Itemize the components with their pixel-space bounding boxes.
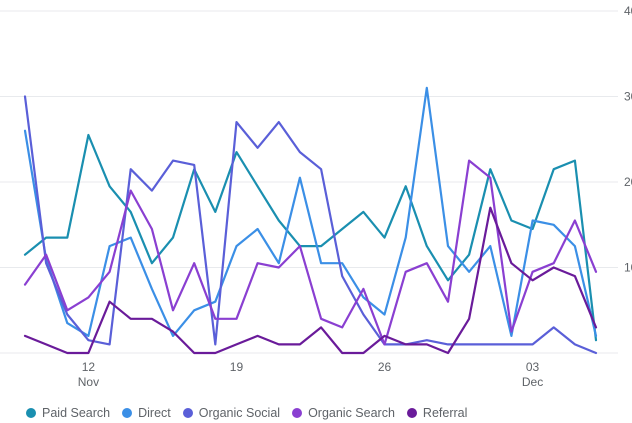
y-tick-label: 40 bbox=[624, 4, 632, 18]
series-line-referral bbox=[23, 206, 598, 355]
series-line-direct bbox=[23, 86, 598, 337]
gridlines bbox=[0, 10, 618, 354]
legend-item[interactable]: Organic Search bbox=[292, 406, 395, 420]
legend-label: Direct bbox=[138, 406, 171, 420]
x-tick-label: 19 bbox=[230, 360, 244, 374]
legend-item[interactable]: Organic Social bbox=[182, 406, 281, 420]
legend-label: Referral bbox=[422, 406, 468, 420]
y-tick-label: 10 bbox=[624, 261, 632, 275]
x-tick-month-label: Nov bbox=[78, 375, 99, 389]
series-lines bbox=[23, 86, 598, 355]
legend-label: Paid Search bbox=[42, 406, 111, 420]
x-tick-label: 26 bbox=[378, 360, 392, 374]
legend-item[interactable]: Paid Search bbox=[26, 406, 110, 420]
series-line-organic-social bbox=[23, 95, 598, 355]
y-axis-ticks: 10 20 30 40 bbox=[624, 4, 632, 275]
legend-label: Organic Search bbox=[308, 406, 395, 420]
legend-swatch-icon bbox=[122, 408, 133, 418]
chart-legend: Paid Search Direct Organic Social Organic S… bbox=[26, 404, 479, 422]
legend-swatch-icon bbox=[182, 408, 193, 418]
legend-label: Organic Social bbox=[198, 406, 281, 420]
y-tick-label: 30 bbox=[624, 90, 632, 104]
y-tick-label: 20 bbox=[624, 175, 632, 189]
legend-item[interactable]: Direct bbox=[122, 406, 171, 420]
legend-swatch-icon bbox=[292, 408, 303, 418]
x-tick-label: 12 bbox=[82, 360, 96, 374]
x-tick-label: 03 bbox=[526, 360, 540, 374]
series-line-paid-search bbox=[23, 133, 598, 342]
series-line-organic-search bbox=[23, 159, 598, 346]
legend-item[interactable]: Referral bbox=[406, 406, 468, 420]
x-tick-month-label: Dec bbox=[522, 375, 543, 389]
legend-swatch-icon bbox=[26, 408, 36, 418]
legend-swatch-icon bbox=[406, 408, 417, 418]
